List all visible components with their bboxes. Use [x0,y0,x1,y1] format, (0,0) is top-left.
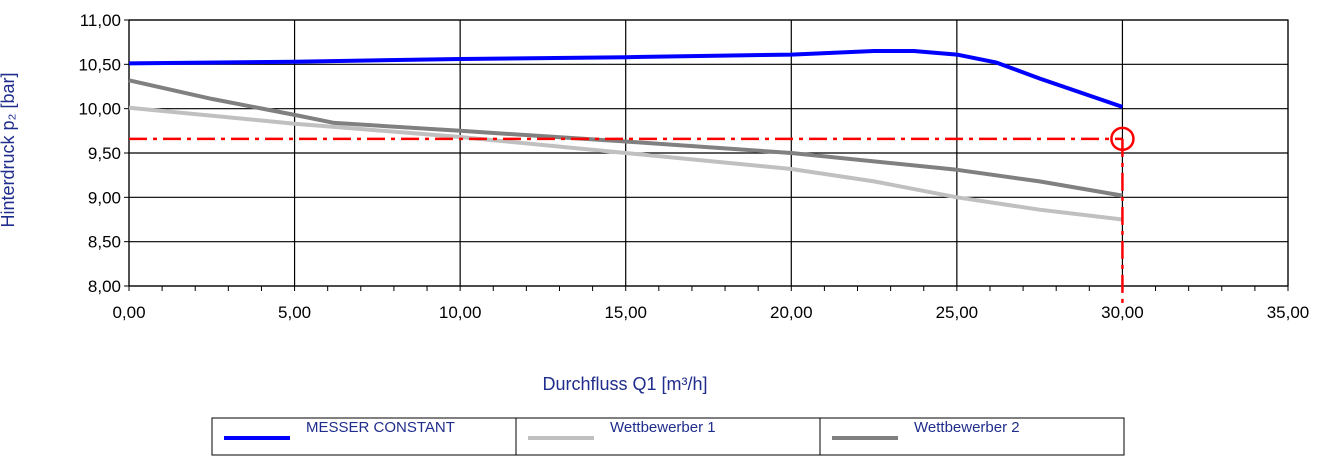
legend-label-2: Wettbewerber 1 [610,419,716,436]
legend-label-1: MESSER CONSTANT [306,419,455,436]
tick-labels: 8,00 8,50 9,00 9,50 10,00 10,50 11,00 0,00 5,00 1… [78,11,1309,322]
reference-circle [1110,126,1135,152]
series-line-1 [128,49,1124,109]
x-tick-label: 25,00 [936,303,979,322]
grid [128,19,1289,287]
y-tick-label: 9,00 [88,188,121,207]
x-tick-label: 0,00 [112,303,145,322]
x-axis-title: Durchfluss Q1 [m³/h] [542,374,707,394]
legend-label-3: Wettbewerber 2 [914,419,1020,436]
y-tick-label: 10,50 [78,55,121,74]
series-line-2 [128,105,1123,222]
y-tick-label: 11,00 [80,11,121,30]
reference-marker [129,126,1135,305]
y-tick-label: 9,50 [88,144,121,163]
y-axis-title: Hinterdruck p₂ [bar] [0,72,18,227]
legend: MESSER CONSTANT Wettbewerber 1 Wettbewerbe… [211,417,1125,456]
y-tick-label: 10,00 [78,100,121,119]
x-tick-label: 30,00 [1101,303,1144,322]
x-tick-label: 20,00 [770,303,813,322]
x-tick-label: 15,00 [604,303,647,322]
series-lines [128,49,1124,222]
axis-ticks [124,19,1289,291]
y-tick-label: 8,50 [88,233,121,252]
y-tick-label: 8,00 [88,277,121,296]
x-tick-label: 10,00 [439,303,482,322]
x-tick-label: 5,00 [278,303,311,322]
x-tick-label: 35,00 [1267,303,1310,322]
legend-box [211,417,1125,456]
series-line-3 [128,78,1123,198]
